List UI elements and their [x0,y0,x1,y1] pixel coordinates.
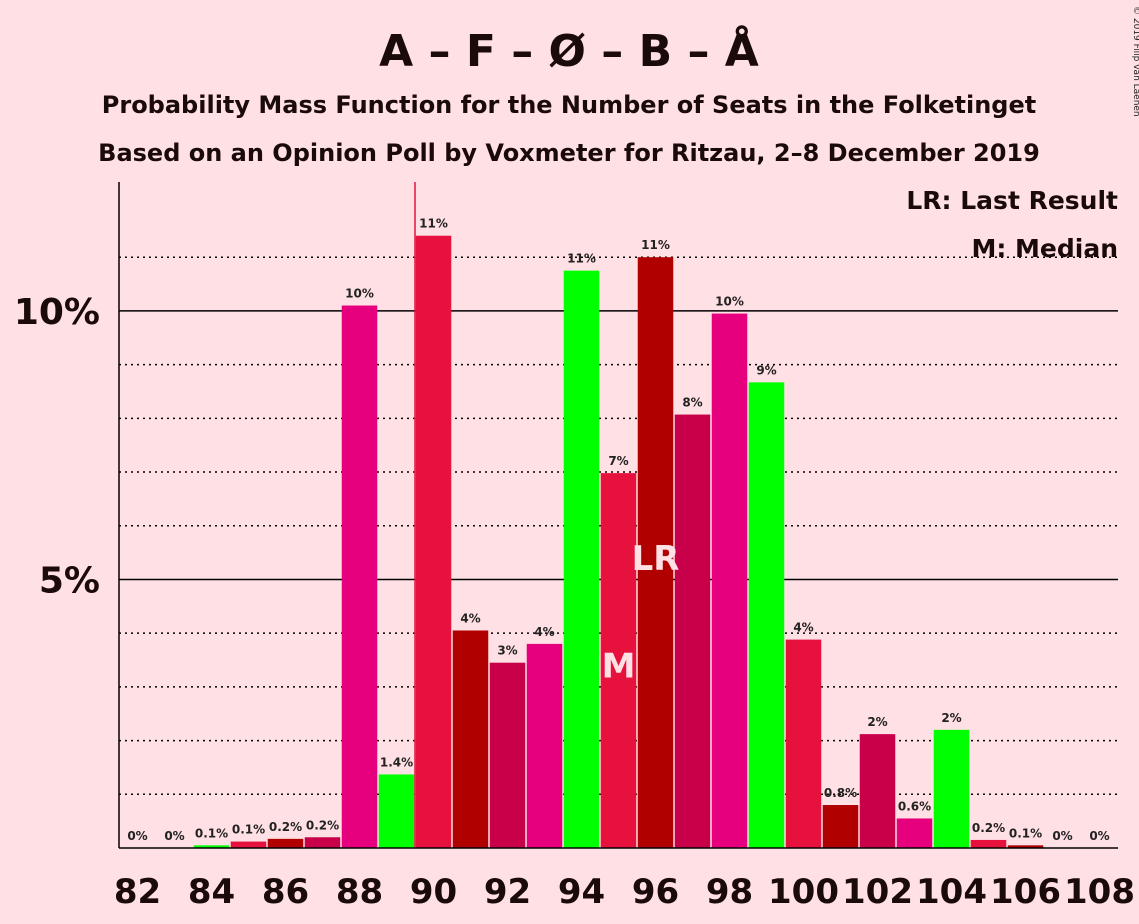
bar [970,839,1007,848]
y-tick-label: 5% [39,560,100,601]
chart-title: A – F – Ø – B – Å [379,24,759,77]
bar-label: 4% [793,621,813,635]
copyright-text: © 2019 Filip van Laenen [1131,6,1139,117]
bar [378,774,415,848]
bar-label: 4% [460,611,480,625]
bar [304,837,341,848]
bar-label: 0.8% [824,786,857,800]
bar [933,729,970,848]
x-tick-label: 104 [916,872,987,912]
bar [711,313,748,848]
bar [526,643,563,848]
bar-label: 11% [567,252,596,266]
y-ticks: 5% 10% [14,292,100,602]
x-tick-label: 106 [990,872,1061,912]
x-tick-label: 108 [1064,872,1135,912]
chart-subtitle-1: Probability Mass Function for the Number… [102,91,1036,119]
bar-label: 0.2% [306,818,339,832]
bar-label: 4% [534,625,554,639]
x-tick-label: 88 [336,872,383,912]
bar-label: 9% [756,363,776,377]
bar [600,473,637,848]
bar-labels: 0% 0% 0.1% 0.1% 0.2% 0.2% 10% 1.4% 11% 4% 3% 4% 11% 7… [127,217,1109,843]
chart-subtitle-2: Based on an Opinion Poll by Voxmeter for… [98,139,1040,167]
x-tick-label: 82 [114,872,161,912]
bar-label: 0.1% [232,823,265,837]
x-tick-label: 96 [632,872,679,912]
x-tick-label: 84 [188,872,235,912]
x-tick-label: 98 [706,872,753,912]
marker-label: M [602,646,636,686]
bar [637,257,674,848]
bar [230,841,267,848]
bar [563,270,600,848]
bar-label: 2% [941,711,961,725]
bars [193,182,1044,849]
bar [674,414,711,848]
bar-label: 10% [345,287,374,301]
bar-label: 0.6% [898,799,931,813]
bar [859,734,896,848]
bar [452,630,489,848]
bar [822,805,859,848]
bar-label: 10% [715,295,744,309]
legend-last-result: LR: Last Result [906,186,1118,215]
bar-label: 0.1% [195,826,228,840]
legend-median: M: Median [971,234,1118,263]
bar [415,235,452,849]
bar [896,818,933,848]
bar [267,838,304,848]
bar-label: 3% [497,644,517,658]
x-tick-label: 100 [768,872,839,912]
bar-label: 0.2% [269,820,302,834]
bar-label: 0.1% [1009,826,1042,840]
x-tick-label: 86 [262,872,309,912]
bar [785,639,822,848]
bar [341,305,378,849]
bar-label: 1.4% [380,755,413,769]
bar-label: 2% [867,715,887,729]
bar [489,662,526,848]
markers: M LR [602,539,680,686]
y-tick-label: 10% [14,292,100,333]
bar-label: 0% [164,829,184,843]
bar-label: 0% [1089,829,1109,843]
x-tick-label: 90 [410,872,457,912]
x-ticks: 82 84 86 88 90 92 94 96 98 100 102 104 106 108 [114,872,1135,912]
bar-label: 7% [608,454,628,468]
bar-label: 8% [682,396,702,410]
bar [1007,845,1044,848]
bar-label: 0% [127,829,147,843]
bar-label: 11% [419,217,448,231]
bar [193,845,230,848]
bar-label: 0.2% [972,821,1005,835]
marker-label: LR [632,539,680,579]
x-tick-label: 102 [842,872,913,912]
bar-label: 0% [1052,829,1072,843]
x-tick-label: 94 [558,872,605,912]
bar [748,382,785,848]
bar-label: 11% [641,238,670,252]
x-tick-label: 92 [484,872,531,912]
